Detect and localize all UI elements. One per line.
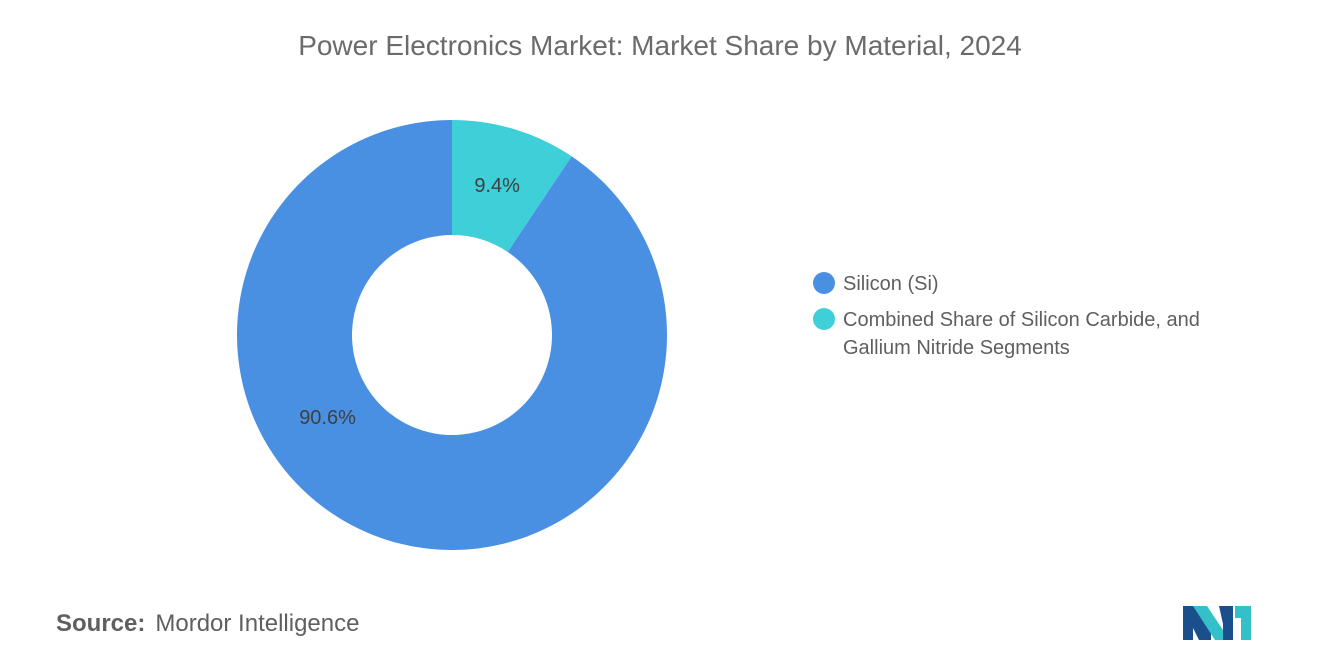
legend-swatch-sic-gan: [813, 308, 835, 330]
chart-title: Power Electronics Market: Market Share b…: [298, 30, 1022, 61]
legend-swatch-silicon: [813, 272, 835, 294]
donut-slice-sic-gan[interactable]: [452, 120, 572, 252]
data-label-silicon: 90.6%: [299, 407, 356, 429]
source-label: Source:: [56, 610, 146, 637]
donut-slice-labels: 9.4% 90.6%: [299, 175, 520, 429]
legend-label-sic-gan: Combined Share of Silicon Carbide, and G…: [843, 309, 1200, 359]
legend-item-silicon[interactable]: Silicon (Si): [813, 270, 1273, 298]
source-text: Mordor Intelligence: [155, 610, 360, 637]
mordor-intelligence-logo-icon: [1183, 606, 1251, 640]
data-label-sic-gan: 9.4%: [474, 175, 520, 197]
donut-slice-silicon[interactable]: [237, 120, 668, 550]
legend-label-silicon: Silicon (Si): [843, 273, 939, 295]
donut-slices: [237, 120, 668, 550]
legend: Silicon (Si) Combined Share of Silicon C…: [813, 270, 1273, 370]
legend-item-sic-gan[interactable]: Combined Share of Silicon Carbide, and G…: [813, 306, 1273, 362]
source-note: Source: Mordor Intelligence: [56, 610, 359, 638]
